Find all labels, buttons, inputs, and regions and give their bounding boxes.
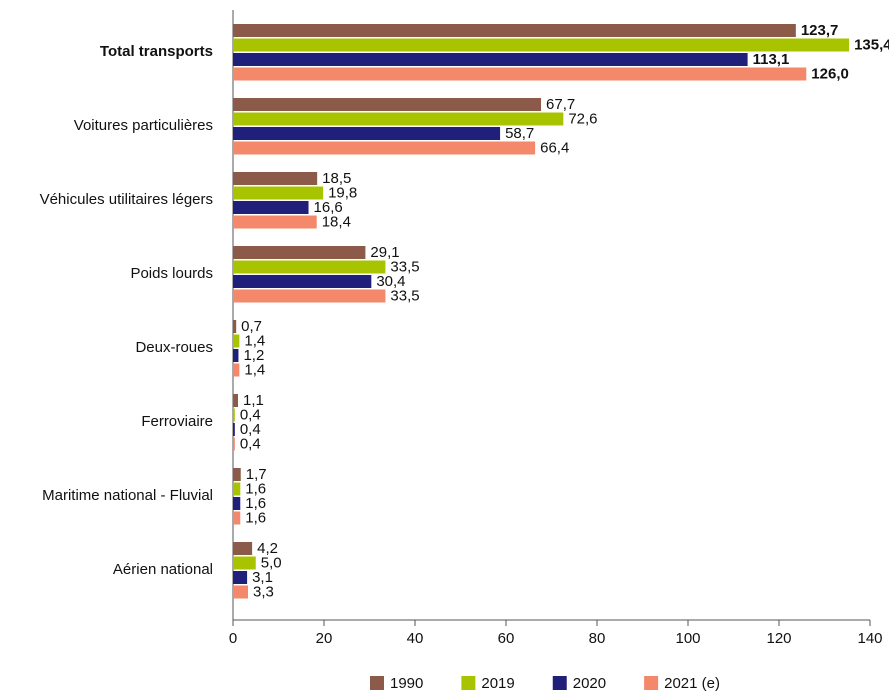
bar [233,571,248,584]
value-label: 16,6 [314,199,343,216]
legend-label: 2020 [573,675,606,692]
legend-swatch [644,676,659,690]
category-label: Poids lourds [130,265,213,282]
bar [233,585,249,599]
value-label: 1,6 [245,480,266,497]
value-label: 72,6 [568,110,597,127]
legend-label: 2019 [481,675,514,692]
bar [233,172,318,185]
x-tick-label: 140 [857,630,882,647]
value-label: 66,4 [540,139,569,156]
value-label: 3,3 [253,583,274,600]
value-label: 1,6 [245,495,266,512]
value-label: 3,1 [252,569,273,586]
bar [233,67,807,81]
bar [233,363,240,377]
value-label: 33,5 [390,258,419,275]
bar [233,349,239,362]
x-tick-label: 40 [407,630,424,647]
bar [233,289,386,303]
bar [233,24,796,37]
bar [233,468,241,481]
value-label: 1,4 [244,361,265,378]
bar [233,542,253,555]
value-label: 33,5 [390,287,419,304]
category-label: Total transports [100,43,213,60]
bar [233,394,239,407]
bar [233,141,536,155]
bar [233,497,241,510]
x-tick-label: 20 [316,630,333,647]
value-label: 0,7 [241,318,262,335]
bar [233,215,317,229]
value-label: 18,4 [322,213,351,230]
category-label: Voitures particulières [74,117,213,134]
value-label: 1,1 [243,392,264,409]
bar [233,437,235,451]
bar [233,38,850,52]
legend-swatch [370,676,384,690]
value-label: 135,4 [854,36,889,53]
bar [233,320,237,333]
bar [233,98,542,111]
value-label: 58,7 [505,125,534,142]
bar [233,275,372,288]
bar [233,482,241,496]
value-label: 5,0 [261,554,282,571]
legend-label: 1990 [390,675,423,692]
category-label: Maritime national - Fluvial [42,487,213,504]
value-label: 29,1 [370,244,399,261]
category-label: Véhicules utilitaires légers [40,191,213,208]
x-tick-label: 60 [498,630,515,647]
x-tick-label: 120 [766,630,791,647]
value-label: 30,4 [376,273,405,290]
x-tick-label: 100 [675,630,700,647]
value-label: 1,4 [244,332,265,349]
value-label: 126,0 [811,65,849,82]
category-label: Deux-roues [135,339,213,356]
bar [233,53,748,66]
bar [233,511,241,525]
value-label: 1,2 [243,347,264,364]
bar [233,201,309,214]
bar [233,556,256,570]
category-label: Ferroviaire [141,413,213,430]
x-tick-label: 0 [229,630,237,647]
bar [233,260,386,274]
value-label: 4,2 [257,540,278,557]
value-label: 1,7 [246,466,267,483]
value-label: 113,1 [753,51,790,68]
value-label: 67,7 [546,96,575,113]
legend-swatch [461,676,476,690]
bar [233,246,366,259]
bar [233,408,235,422]
legend-swatch [552,676,567,690]
value-label: 18,5 [322,170,351,187]
value-label: 0,4 [240,406,261,423]
x-tick-label: 80 [589,630,606,647]
value-label: 0,4 [240,421,261,438]
category-label: Aérien national [113,561,213,578]
legend-label: 2021 (e) [664,675,720,692]
value-label: 1,6 [245,509,266,526]
value-label: 123,7 [801,22,839,39]
bar [233,186,324,200]
bar [233,127,501,140]
bar [233,112,564,126]
bar [233,334,240,348]
value-label: 19,8 [328,184,357,201]
bar [233,423,235,436]
value-label: 0,4 [240,435,261,452]
